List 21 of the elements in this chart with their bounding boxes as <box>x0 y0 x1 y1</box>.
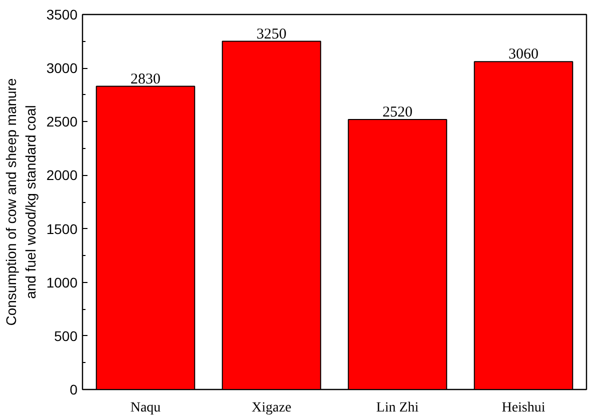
bar <box>96 86 196 390</box>
y-tick-label: 1500 <box>46 220 78 237</box>
y-tick-label: 2000 <box>46 167 78 184</box>
data-label: 2830 <box>130 71 160 88</box>
data-label: 2520 <box>382 104 412 120</box>
x-tick-label: Xigaze <box>252 400 292 416</box>
y-tick-label: 0 <box>70 382 78 398</box>
y-tick-label: 3000 <box>46 60 78 76</box>
y-tick-label: 500 <box>54 328 78 344</box>
x-tick-label: Heishui <box>502 400 546 416</box>
data-label: 3060 <box>508 46 538 63</box>
x-tick-label: Lin Zhi <box>376 400 419 416</box>
y-tick-label: 3500 <box>46 6 78 22</box>
y-tick-label: 1000 <box>46 274 78 290</box>
y-tick-label: 2500 <box>46 114 78 130</box>
bar <box>222 40 322 390</box>
bar <box>474 61 574 390</box>
x-tick-label: Naqu <box>130 400 161 416</box>
data-label: 3250 <box>256 26 286 42</box>
bar <box>348 119 448 390</box>
y-axis-title: Consumption of cow and sheep manure and fuel wood/kg standard coal <box>3 78 38 326</box>
